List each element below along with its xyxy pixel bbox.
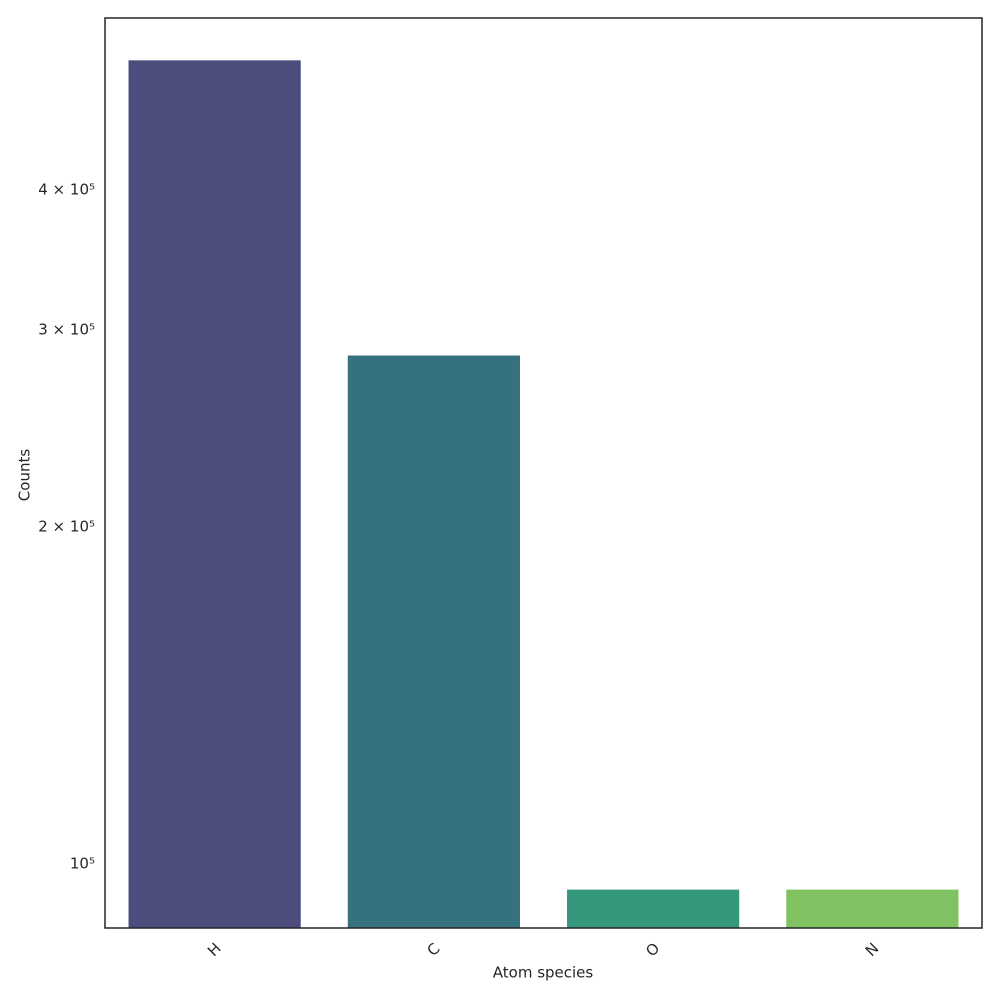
x-tick-label: C [423,940,443,960]
y-axis-label: Counts [16,449,34,502]
plot-frame [104,17,983,929]
y-tick-label: 10⁵ [70,855,95,873]
y-tick-label: 4 × 10⁵ [38,181,95,199]
y-tick-label: 3 × 10⁵ [38,321,95,339]
y-tick-label: 2 × 10⁵ [38,518,95,536]
bar [785,888,960,929]
x-tick-label: N [862,939,883,960]
bar [127,59,302,929]
bar [566,888,741,929]
x-axis-label: Atom species [493,964,594,982]
x-tick-label: O [642,939,663,960]
bar [346,354,521,929]
x-tick-label: H [204,939,225,960]
